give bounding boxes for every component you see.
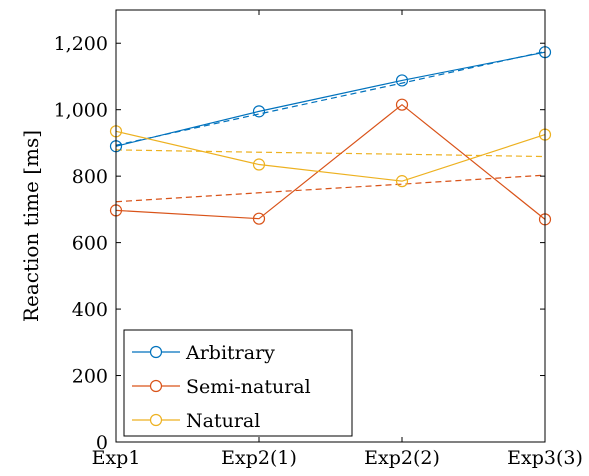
plot-frame [115,9,546,443]
legend-swatch-marker [149,413,163,427]
trend-lines [115,50,546,203]
data-point-natural [252,158,266,171]
y-axis-title: Reaction time [ms] [19,130,43,322]
legend-swatch-marker [149,379,163,393]
y-tick-label: 0 [96,432,108,454]
legend-entry-label: Semi-natural [186,376,311,398]
y-tick-label: 800 [72,166,108,188]
legend-box [123,329,353,437]
series-lines [109,46,552,226]
series-line-natural [115,130,546,182]
x-tick-label: Exp2(2) [364,447,440,469]
data-point-arbitrary [395,74,409,87]
data-point-natural [395,175,409,188]
legend-entry-label: Natural [186,410,260,432]
axis-ticks: 0 200 400 600 800 1,000 1,200 Exp1 Exp2(1) Exp2(2… [54,10,583,469]
y-tick-label: 400 [72,299,108,321]
series-line-arbitrary [115,51,546,147]
y-tick-label: 600 [72,233,108,255]
y-tick-label: 1,000 [54,100,108,122]
trend-line-natural [115,149,546,158]
y-tick-label: 1,200 [54,33,108,55]
legend: Arbitrary Semi-natural Natural [123,329,353,437]
data-point-semi-natural [395,98,409,111]
legend-swatch-marker [149,345,163,359]
trend-line-semi-natural [115,174,546,203]
y-axis-title-group: Reaction time [ms] [19,130,43,322]
x-tick-label: Exp3(3) [507,447,583,469]
series-line-semi-natural [115,103,546,220]
trend-line-arbitrary [115,50,546,146]
y-tick-label: 200 [72,366,108,388]
x-tick-label: Exp1 [92,447,141,469]
data-point-semi-natural [252,212,266,225]
x-tick-label: Exp2(1) [221,447,297,469]
legend-entry-label: Arbitrary [185,342,275,364]
data-point-arbitrary [252,105,266,118]
